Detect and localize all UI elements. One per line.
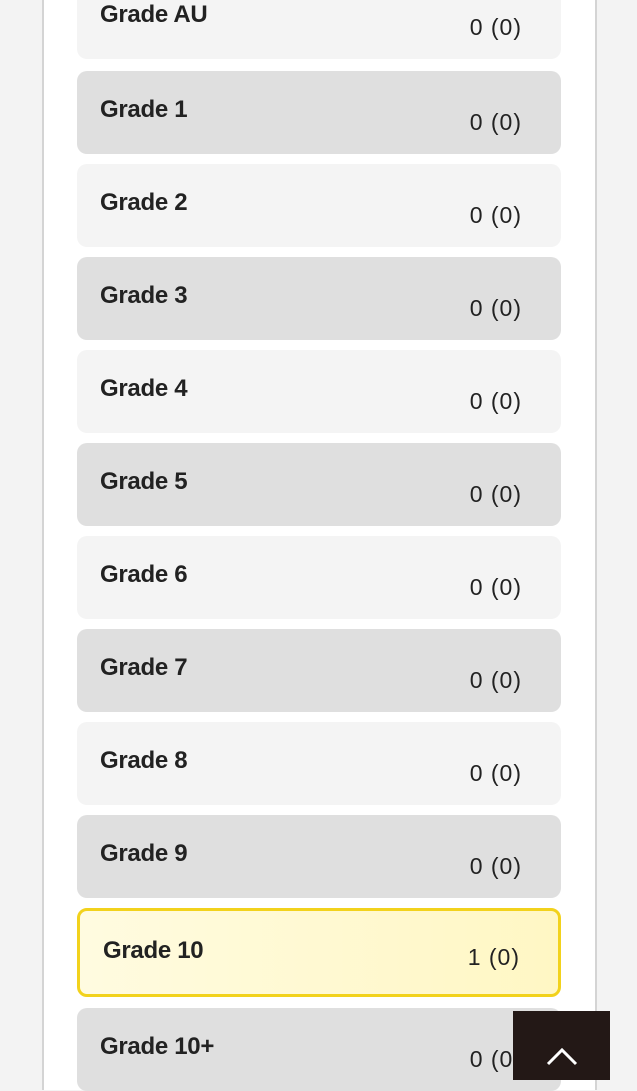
grade-count: 0 (0) — [470, 202, 522, 229]
grade-count: 0 (0) — [470, 574, 522, 601]
count-value: 0 — [469, 760, 484, 786]
chevron-up-icon — [546, 1047, 578, 1066]
count-sub-value: (0) — [490, 202, 522, 228]
grade-count: 0 (0) — [470, 853, 522, 880]
count-value: 0 — [469, 667, 484, 693]
grade-label: Grade 2 — [100, 189, 188, 216]
grade-label: Grade 10+ — [100, 1033, 215, 1060]
count-sub-value: (0) — [488, 944, 520, 970]
grade-row[interactable]: Grade 3 0 (0) — [77, 257, 561, 340]
grade-label: Grade AU — [100, 1, 208, 28]
count-value: 1 — [467, 944, 482, 970]
grade-count: 0 (0) — [470, 481, 522, 508]
count-value: 0 — [469, 1046, 484, 1072]
count-sub-value: (0) — [490, 574, 522, 600]
grade-count: 1 (0) — [468, 944, 520, 971]
count-sub-value: (0) — [490, 481, 522, 507]
grade-count: 0 (0) — [470, 14, 522, 41]
grade-label: Grade 5 — [100, 468, 188, 495]
grade-row[interactable]: Grade 6 0 (0) — [77, 536, 561, 619]
grade-count: 0 (0) — [470, 388, 522, 415]
count-sub-value: (0) — [490, 109, 522, 135]
grade-label: Grade 10 — [103, 937, 204, 964]
count-value: 0 — [469, 574, 484, 600]
grade-row[interactable]: Grade 5 0 (0) — [77, 443, 561, 526]
count-value: 0 — [469, 109, 484, 135]
grade-label: Grade 8 — [100, 747, 188, 774]
grade-count: 0 (0) — [470, 295, 522, 322]
grade-label: Grade 9 — [100, 840, 188, 867]
grade-row[interactable]: Grade AU 0 (0) — [77, 0, 561, 59]
grade-row-selected[interactable]: Grade 10 1 (0) — [77, 908, 561, 997]
grade-row[interactable]: Grade 4 0 (0) — [77, 350, 561, 433]
grade-label: Grade 7 — [100, 654, 188, 681]
count-sub-value: (0) — [490, 853, 522, 879]
count-sub-value: (0) — [490, 667, 522, 693]
count-sub-value: (0) — [490, 760, 522, 786]
count-sub-value: (0) — [490, 295, 522, 321]
grade-count: 0 (0) — [470, 760, 522, 787]
grade-label: Grade 1 — [100, 96, 188, 123]
count-value: 0 — [469, 202, 484, 228]
grade-label: Grade 3 — [100, 282, 188, 309]
grade-label: Grade 6 — [100, 561, 188, 588]
scroll-to-top-button[interactable] — [513, 1011, 610, 1080]
grade-row[interactable]: Grade 10+ 0 (0) — [77, 1008, 561, 1091]
grade-row[interactable]: Grade 2 0 (0) — [77, 164, 561, 247]
count-sub-value: (0) — [490, 388, 522, 414]
count-sub-value: (0) — [490, 14, 522, 40]
grade-count: 0 (0) — [470, 667, 522, 694]
grade-count: 0 (0) — [470, 109, 522, 136]
count-value: 0 — [469, 853, 484, 879]
grade-row[interactable]: Grade 9 0 (0) — [77, 815, 561, 898]
count-value: 0 — [469, 481, 484, 507]
grade-row[interactable]: Grade 7 0 (0) — [77, 629, 561, 712]
grade-label: Grade 4 — [100, 375, 188, 402]
grade-row[interactable]: Grade 8 0 (0) — [77, 722, 561, 805]
count-value: 0 — [469, 388, 484, 414]
count-value: 0 — [469, 14, 484, 40]
grade-row[interactable]: Grade 1 0 (0) — [77, 71, 561, 154]
count-value: 0 — [469, 295, 484, 321]
